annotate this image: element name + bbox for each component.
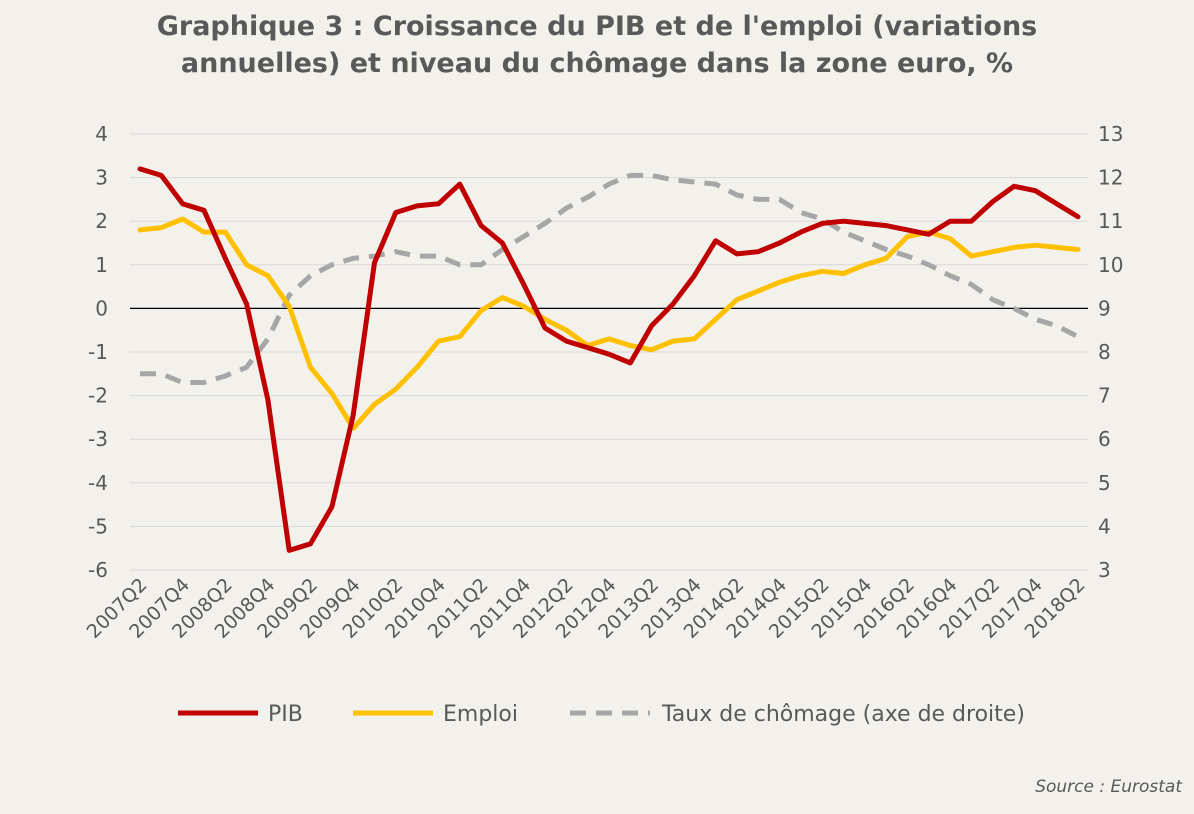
y-left-tick-label: -1 — [88, 340, 108, 364]
x-axis: 2007Q22007Q42008Q22008Q42009Q22009Q42010… — [83, 574, 1090, 643]
series-line-taux — [140, 172, 1080, 385]
y-right-tick-label: 3 — [1098, 558, 1111, 582]
chart-title: Graphique 3 : Croissance du PIB et de l'… — [0, 8, 1194, 82]
y-right-tick-label: 12 — [1098, 166, 1123, 190]
y-axis-left: 4 3 2 1 0 -1 -2 -3 -4 -5 -6 — [88, 122, 108, 582]
legend-label: Taux de chômage (axe de droite) — [661, 702, 1025, 727]
y-left-tick-label: 4 — [95, 122, 108, 146]
y-left-tick-label: -2 — [88, 384, 108, 408]
y-right-tick-label: 10 — [1098, 253, 1123, 277]
chart-title-line2: annuelles) et niveau du chômage dans la … — [180, 48, 1014, 79]
y-right-tick-label: 7 — [1098, 384, 1111, 408]
series-line-pib — [137, 166, 1081, 553]
series-line-emploi — [137, 216, 1081, 431]
source-note: Source : Eurostat — [1035, 777, 1182, 797]
y-right-tick-label: 4 — [1098, 514, 1111, 538]
y-right-tick-label: 9 — [1098, 296, 1111, 320]
y-left-tick-label: -6 — [88, 558, 108, 582]
y-left-tick-label: -5 — [88, 514, 108, 538]
series-lines — [137, 166, 1081, 553]
legend: PIB Emploi Taux de chômage (axe de droite) — [178, 702, 1025, 727]
y-right-tick-label: 5 — [1098, 471, 1111, 495]
y-left-tick-label: 2 — [95, 209, 108, 233]
y-left-tick-label: -3 — [88, 427, 108, 451]
y-left-tick-label: 3 — [95, 166, 108, 190]
y-axis-right: 13 12 11 10 9 8 7 6 5 4 3 — [1098, 122, 1123, 582]
chart-title-line1: Graphique 3 : Croissance du PIB et de l'… — [156, 11, 1038, 42]
y-right-tick-label: 13 — [1098, 122, 1123, 146]
y-right-tick-label: 8 — [1098, 340, 1111, 364]
y-left-tick-label: 0 — [95, 296, 108, 320]
legend-label: Emploi — [443, 702, 518, 727]
legend-label: PIB — [268, 702, 303, 727]
y-right-tick-label: 6 — [1098, 427, 1111, 451]
y-left-tick-label: -4 — [88, 471, 108, 495]
y-right-tick-label: 11 — [1098, 209, 1123, 233]
y-left-tick-label: 1 — [95, 253, 108, 277]
